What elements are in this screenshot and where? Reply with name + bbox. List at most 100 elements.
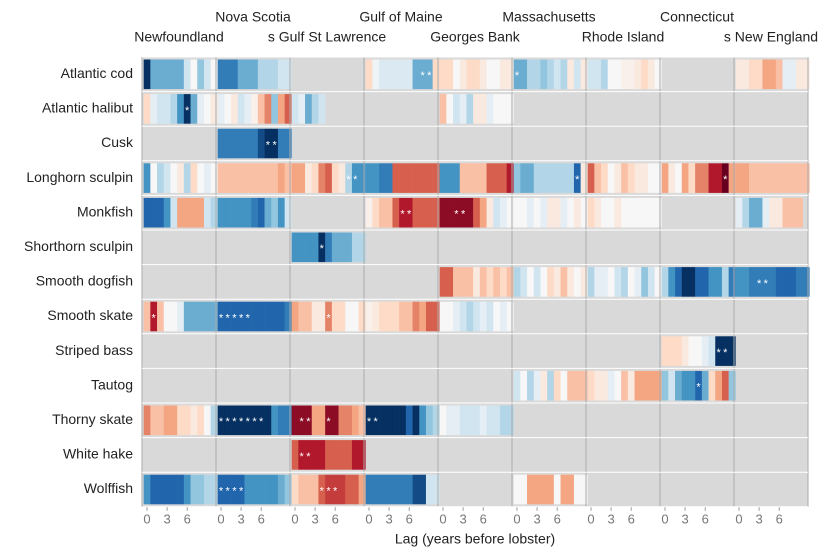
heat-cell <box>150 301 158 332</box>
heat-cell <box>311 232 319 263</box>
heat-cell <box>486 405 494 436</box>
heat-cell <box>479 197 487 228</box>
heat-cell <box>257 59 265 90</box>
heat-cell <box>277 94 285 124</box>
heat-cell <box>721 370 729 401</box>
heat-cell <box>251 128 259 159</box>
heat-cell <box>385 405 393 436</box>
heat-cell <box>567 197 575 228</box>
heat-cell <box>795 163 803 193</box>
heat-cell <box>190 197 198 228</box>
heat-cell <box>499 197 507 228</box>
significance-star: * <box>420 70 425 82</box>
heat-cell <box>399 59 407 90</box>
heat-cell <box>217 59 225 90</box>
heat-cell <box>668 370 676 401</box>
heat-cell <box>345 232 353 263</box>
heat-cell <box>607 59 615 90</box>
heat-cell <box>331 232 339 263</box>
heat-cell <box>170 59 178 90</box>
heat-cell <box>358 474 366 505</box>
heat-cell <box>721 336 729 366</box>
heat-cell <box>183 59 191 90</box>
heat-cell <box>183 94 191 124</box>
heat-cell <box>237 59 245 90</box>
heat-cell <box>251 163 259 193</box>
heat-cell <box>688 336 696 366</box>
significance-star: * <box>226 485 231 497</box>
heat-cell <box>244 128 252 159</box>
species-label: Smooth dogfish <box>36 273 133 289</box>
region-label: Massachusetts <box>502 9 595 25</box>
heat-cell <box>607 163 615 193</box>
heat-cell <box>358 232 366 263</box>
heat-cell <box>392 59 400 90</box>
heat-cell <box>614 163 622 193</box>
heat-cell <box>231 94 239 124</box>
heat-cell <box>675 336 683 366</box>
heat-cell <box>231 197 239 228</box>
heat-cell <box>345 440 353 470</box>
x-tick-label: 3 <box>459 511 466 526</box>
heat-cell <box>365 301 373 332</box>
heat-cell <box>661 370 669 401</box>
heat-cell <box>432 59 440 90</box>
heat-cell <box>291 301 299 332</box>
heat-cell <box>466 301 474 332</box>
significance-star: * <box>185 105 190 117</box>
heat-cell <box>520 370 528 401</box>
heat-cell <box>439 197 447 228</box>
heat-cell <box>244 59 252 90</box>
heat-cell <box>305 301 313 332</box>
heat-cell <box>331 163 339 193</box>
x-tick-label: 3 <box>311 511 318 526</box>
heat-cell <box>459 163 467 193</box>
heat-cell <box>150 163 158 193</box>
heat-cell <box>621 163 629 193</box>
heat-cell <box>318 232 326 263</box>
heat-cell <box>143 197 151 228</box>
heat-cell <box>627 59 635 90</box>
heat-cell <box>291 232 299 263</box>
heat-cell <box>466 267 474 297</box>
x-tick-label: 3 <box>385 511 392 526</box>
heat-cell <box>419 301 427 332</box>
heat-cell <box>553 163 561 193</box>
heat-cell <box>695 336 703 366</box>
heat-cell <box>351 163 359 193</box>
heat-cell <box>177 474 185 505</box>
heat-cell <box>614 197 622 228</box>
heat-cell <box>627 370 635 401</box>
heat-cell <box>715 163 723 193</box>
heat-cell <box>298 440 306 470</box>
heat-cell <box>298 301 306 332</box>
heat-cell <box>190 163 198 193</box>
heat-cell <box>425 474 433 505</box>
heat-cell <box>143 94 151 124</box>
heat-cell <box>217 94 225 124</box>
heat-cell <box>453 405 461 436</box>
heat-cell <box>473 59 481 90</box>
heat-cell <box>506 59 514 90</box>
heat-cell <box>251 405 259 436</box>
heat-cell <box>506 197 514 228</box>
heat-cell <box>453 163 461 193</box>
heat-cell <box>271 405 279 436</box>
heat-cell <box>379 163 387 193</box>
heat-cell <box>203 197 211 228</box>
heat-cell <box>654 59 662 90</box>
heat-cell <box>527 163 535 193</box>
x-tick-label: 3 <box>163 511 170 526</box>
heat-cell <box>553 59 561 90</box>
heat-cell <box>331 440 339 470</box>
heat-cell <box>325 163 333 193</box>
heat-cell <box>459 405 467 436</box>
heat-cell <box>183 474 191 505</box>
heat-cell <box>284 59 292 90</box>
heat-cell <box>708 336 716 366</box>
heat-cell <box>298 474 306 505</box>
heat-cell <box>163 94 171 124</box>
heat-cell <box>601 370 609 401</box>
heat-cell <box>325 440 333 470</box>
heat-cell <box>446 267 454 297</box>
